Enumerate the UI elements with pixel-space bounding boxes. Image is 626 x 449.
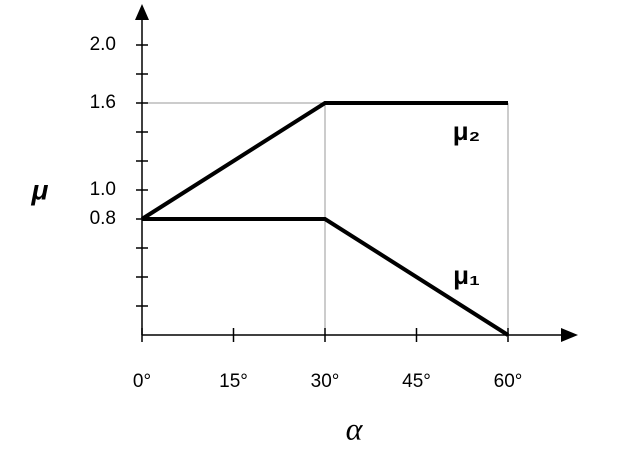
y-tick-label: 0.8 [90,208,116,229]
series-label: μ₂ [453,116,480,146]
y-tick-label: 2.0 [90,34,116,55]
x-tick-label: 0° [133,371,151,392]
x-tick-label: 30° [311,371,340,392]
x-tick-label: 15° [219,371,248,392]
y-axis-label: μ [31,174,49,205]
y-axis-arrow [135,4,149,20]
x-tick-label: 60° [494,371,523,392]
series-line [142,217,510,337]
series-line [140,101,508,221]
x-tick-label: 45° [402,371,431,392]
x-axis-arrow [561,328,578,342]
x-axis-label: α [346,410,364,446]
y-tick-label: 1.6 [90,92,116,113]
y-tick-label: 1.0 [90,179,116,200]
series-label: μ₁ [453,260,480,290]
